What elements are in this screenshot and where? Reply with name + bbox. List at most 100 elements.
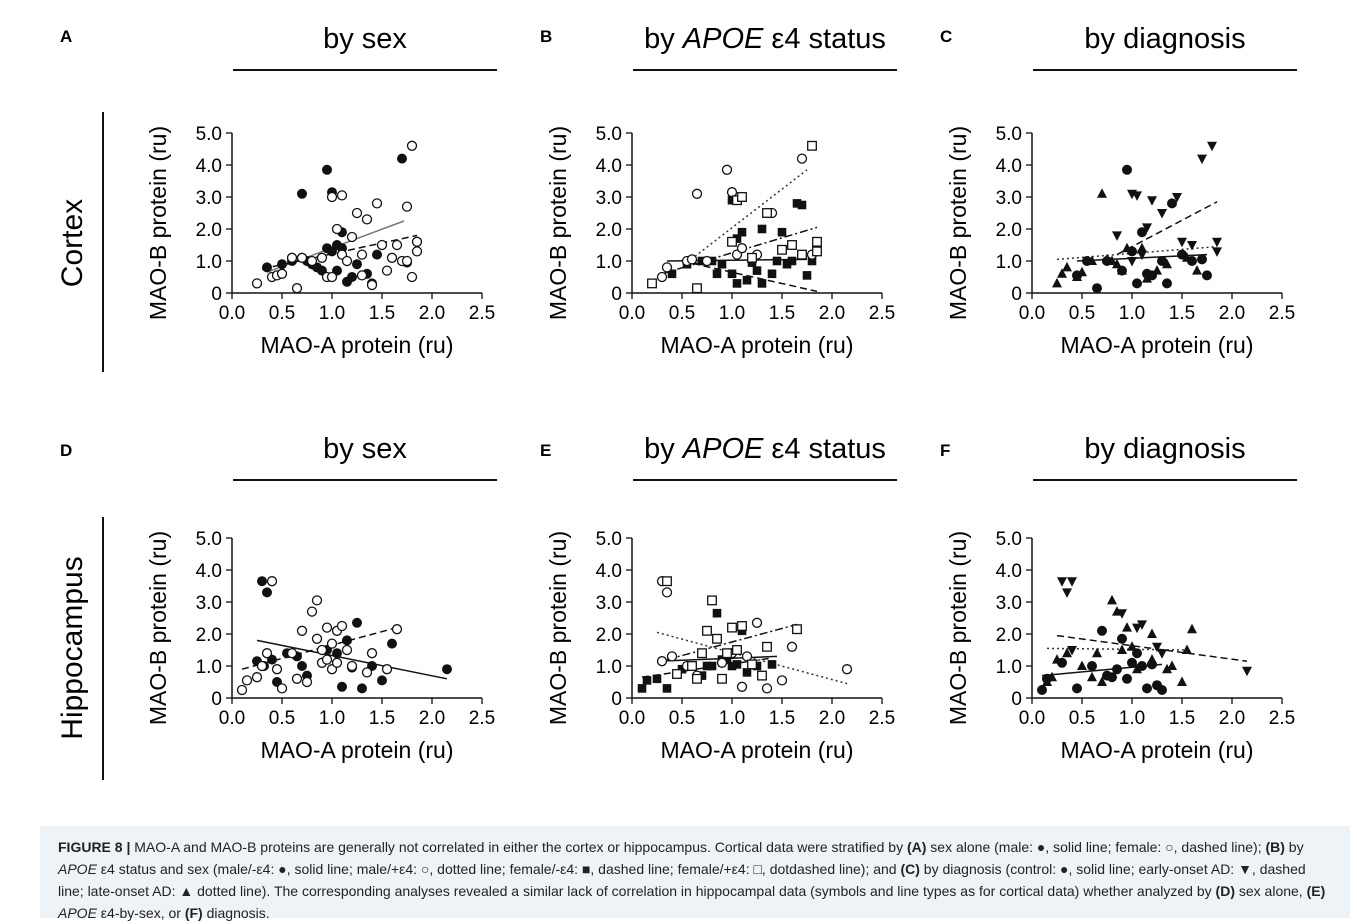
data-point <box>406 271 418 283</box>
data-point <box>397 153 407 164</box>
x-tick-label: 1.5 <box>369 708 395 729</box>
data-point <box>1092 647 1102 658</box>
x-tick-label: 0.0 <box>219 708 245 729</box>
data-point <box>656 271 668 283</box>
data-point <box>1187 241 1197 251</box>
data-point <box>752 266 762 275</box>
y-axis-title: MAO-B protein (ru) <box>145 126 171 320</box>
panel-letter: B <box>540 27 552 46</box>
data-point <box>1197 154 1207 165</box>
panel-letter: D <box>60 441 72 460</box>
x-tick-label: 0.5 <box>669 303 695 324</box>
data-point <box>1157 685 1167 695</box>
data-point <box>1122 242 1132 253</box>
data-point <box>722 655 732 664</box>
data-point <box>322 164 332 175</box>
data-point <box>1162 663 1172 674</box>
data-point <box>401 201 413 212</box>
data-point <box>741 651 753 662</box>
data-point <box>677 664 687 674</box>
series-open-square <box>662 576 802 684</box>
x-tick-label: 2.0 <box>1219 303 1245 324</box>
x-tick-label: 1.0 <box>319 303 345 324</box>
x-tick-label: 2.5 <box>869 303 895 324</box>
data-point <box>366 648 378 659</box>
data-point <box>306 255 318 267</box>
data-point <box>391 239 403 251</box>
data-point <box>736 243 748 254</box>
data-point <box>1137 242 1147 253</box>
data-point <box>1072 683 1082 694</box>
data-point <box>767 269 777 279</box>
data-point <box>331 223 343 235</box>
data-point <box>1067 646 1077 656</box>
data-point <box>732 234 742 243</box>
regression-line-dashed <box>1056 634 1248 662</box>
y-tick-label: 0 <box>211 284 222 305</box>
y-tick-label: 0 <box>611 689 622 710</box>
data-point <box>1062 261 1072 272</box>
data-point <box>692 673 702 684</box>
y-tick-label: 0 <box>1011 689 1022 710</box>
data-point <box>1137 250 1147 261</box>
data-point <box>332 648 342 659</box>
x-tick-label: 1.5 <box>769 303 795 324</box>
data-point <box>1117 265 1127 275</box>
data-point <box>1112 258 1122 269</box>
data-point <box>357 683 367 694</box>
data-point <box>1117 644 1127 654</box>
data-point <box>692 283 702 294</box>
data-point <box>301 676 313 688</box>
data-point <box>1132 623 1142 634</box>
data-point <box>361 667 373 678</box>
x-axis-title: MAO-A protein (ru) <box>261 332 454 358</box>
data-point <box>1172 193 1182 203</box>
data-point <box>661 587 673 598</box>
data-point <box>1107 594 1117 605</box>
data-point <box>1047 671 1057 682</box>
data-point <box>707 595 717 606</box>
data-point <box>1142 273 1152 283</box>
x-tick-label: 1.0 <box>719 708 745 729</box>
x-tick-label: 2.5 <box>1269 708 1295 729</box>
data-point <box>371 198 383 209</box>
data-point <box>767 660 777 669</box>
x-tick-label: 0.0 <box>619 708 645 729</box>
y-axis-title: MAO-B protein (ru) <box>945 126 971 320</box>
regression-line-dotted <box>1046 647 1193 651</box>
y-tick-label: 2.0 <box>996 625 1022 646</box>
x-axis-title: MAO-A protein (ru) <box>661 737 854 763</box>
y-axis-title: MAO-B protein (ru) <box>545 531 571 725</box>
y-tick-label: 5.0 <box>996 124 1022 145</box>
x-tick-label: 0.0 <box>619 303 645 324</box>
data-point <box>656 656 668 667</box>
x-tick-label: 1.0 <box>319 708 345 729</box>
data-point <box>1072 271 1082 281</box>
data-point <box>1142 223 1152 233</box>
data-point <box>752 661 762 671</box>
data-point <box>1147 654 1157 664</box>
y-tick-label: 5.0 <box>196 124 222 145</box>
data-point <box>346 231 358 243</box>
x-tick-label: 0.0 <box>1019 708 1045 729</box>
y-tick-label: 2.0 <box>996 220 1022 241</box>
data-point <box>401 255 413 267</box>
data-point <box>1087 661 1097 671</box>
data-point <box>1157 209 1167 219</box>
x-tick-label: 1.0 <box>719 303 745 324</box>
data-point <box>1122 164 1132 175</box>
x-tick-label: 2.0 <box>419 303 445 324</box>
x-tick-label: 0.5 <box>1069 303 1095 324</box>
y-tick-label: 3.0 <box>996 188 1022 209</box>
data-point <box>732 660 742 669</box>
data-point <box>1177 237 1187 248</box>
panel-title: by APOE ε4 status <box>644 23 886 55</box>
data-point <box>777 244 787 255</box>
data-point <box>772 256 782 266</box>
data-point <box>652 674 662 684</box>
data-point <box>1097 625 1107 636</box>
data-point <box>1052 277 1062 288</box>
data-point <box>442 664 452 675</box>
data-point <box>336 620 348 632</box>
data-point <box>712 608 722 618</box>
